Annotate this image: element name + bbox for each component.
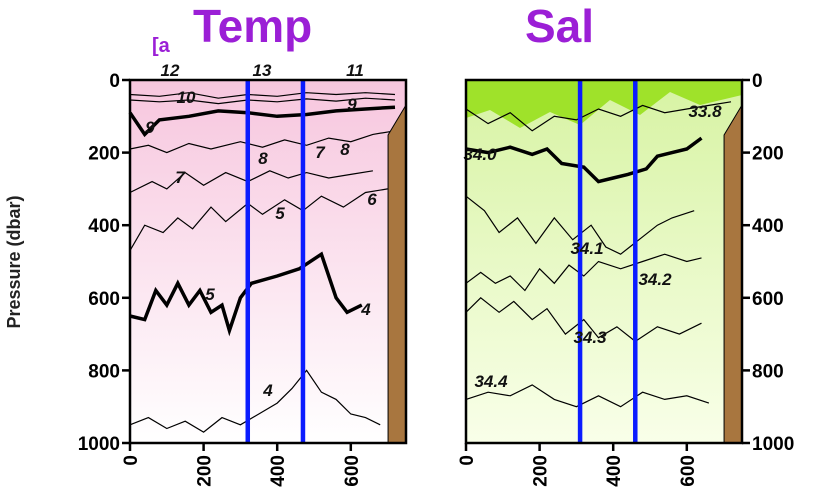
sal-contour-34.4-5 [465, 384, 710, 408]
sal-y-ticks: 0 200 400 600 800 1000 [742, 71, 794, 455]
sal-contour-label-1: 34.0 [463, 145, 497, 164]
temp-contour-label-14: 4 [262, 381, 273, 400]
temp-contour-label-6: 8 [340, 140, 350, 159]
temp-ytick-label-1: 200 [88, 144, 120, 165]
sal-seafloor [723, 103, 743, 444]
sal-ytick-label-2: 400 [752, 216, 784, 237]
temp-ytick-label-3: 600 [88, 289, 120, 310]
temp-contour-label-10: 6 [367, 190, 377, 209]
temp-contour-label-3: 10 [177, 88, 196, 107]
temp-contour-10-1 [129, 97, 396, 105]
temp-panel-title: Temp [193, 0, 312, 52]
temp-contour-label-9: 7 [175, 168, 186, 187]
sal-xtick-label-0: 0 [457, 455, 478, 466]
temp-ytick-label-4: 800 [88, 361, 120, 382]
sal-panel: 33.8 34.0 34.1 34.2 34.3 34.4 0 200 400 600 800 10… [457, 71, 794, 487]
temp-ytick-label-5: 1000 [78, 434, 120, 455]
sal-ytick-label-0: 0 [752, 71, 763, 92]
sal-ytick-label-1: 200 [752, 144, 784, 165]
sal-x-ticks: 0 200 400 600 [457, 443, 699, 487]
sal-contour-label-4: 34.3 [573, 328, 607, 347]
temp-contour-label-13: 4 [360, 300, 371, 319]
sal-xtick-label-2: 400 [604, 455, 625, 487]
sal-section-lines [577, 80, 638, 443]
temp-xtick-label-3: 600 [342, 455, 363, 487]
sal-bathymetry [723, 103, 743, 444]
temp-ytick-label-2: 400 [88, 216, 120, 237]
temp-contour-8-3 [129, 130, 396, 154]
sal-panel-title: Sal [525, 0, 594, 52]
sal-ytick-label-3: 600 [752, 289, 784, 310]
temp-y-ticks: 0 200 400 600 800 1000 [78, 71, 130, 455]
temp-plot-background [130, 80, 406, 443]
temp-contour-label-1: 13 [253, 61, 272, 80]
temp-x-ticks: 0 200 400 600 [121, 443, 363, 487]
temp-contour-label-12: 5 [205, 285, 215, 304]
temp-contour-label-0: 12 [161, 61, 180, 80]
sal-plot-frame [464, 78, 744, 445]
sal-contour-label-3: 34.2 [638, 270, 672, 289]
temp-contour-label-2: 11 [346, 61, 364, 80]
sal-contour-34.2-3 [465, 253, 702, 292]
sal-xtick-label-1: 200 [531, 455, 552, 487]
sal-surface-fresh-layer [466, 80, 742, 128]
sal-contour-label-5: 34.4 [474, 372, 508, 391]
temp-contour-label-5: 9 [145, 118, 155, 137]
sal-contour-33.8-0 [465, 101, 732, 132]
temp-contour-label-8: 7 [315, 143, 326, 162]
temp-contour-label-7: 8 [258, 149, 268, 168]
sal-ytick-label-4: 800 [752, 361, 784, 382]
temp-contour-5-6 [129, 251, 363, 337]
temp-section-lines [245, 80, 306, 443]
temp-xtick-label-1: 200 [195, 455, 216, 487]
temp-contour-11-0 [129, 92, 396, 99]
y-axis-label: Pressure (dbar) [4, 195, 24, 328]
temp-contour-label-4: 9 [347, 95, 357, 114]
sal-contour-labels: 33.8 34.0 34.1 34.2 34.3 34.4 [463, 102, 722, 391]
temp-xtick-label-0: 0 [121, 455, 142, 466]
temp-contour-4-7 [129, 369, 381, 433]
sal-contour-34-1 [465, 136, 703, 184]
sal-contour-label-2: 34.1 [570, 239, 603, 258]
temp-plot-frame [128, 78, 408, 445]
sal-ytick-label-5: 1000 [752, 434, 794, 455]
temp-ytick-label-0: 0 [109, 71, 120, 92]
sal-contour-label-0: 33.8 [688, 102, 722, 121]
temp-xtick-label-2: 400 [268, 455, 289, 487]
sal-contours [465, 101, 732, 408]
temp-seafloor [387, 103, 407, 444]
sal-contour-34.3-4 [465, 297, 702, 343]
sal-xtick-label-3: 600 [678, 455, 699, 487]
temp-contour-label-11: 5 [275, 204, 285, 223]
annotation-label: [a [152, 35, 171, 57]
temp-bathymetry [387, 103, 407, 444]
